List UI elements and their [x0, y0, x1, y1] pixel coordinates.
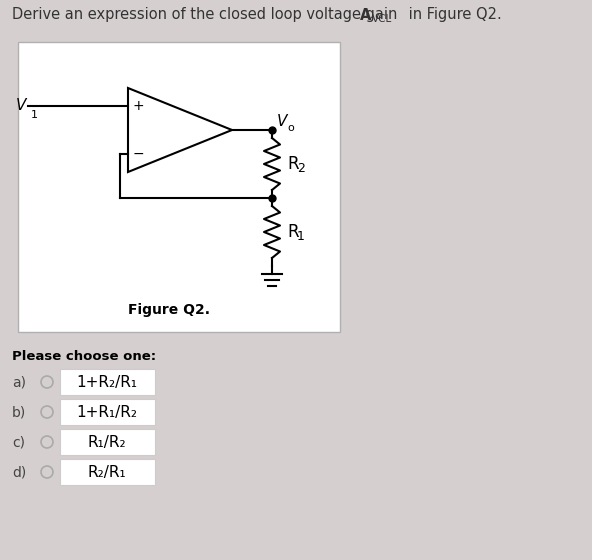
FancyBboxPatch shape	[60, 429, 155, 455]
Text: 1+R₁/R₂: 1+R₁/R₂	[76, 404, 137, 419]
Text: A: A	[360, 7, 371, 22]
Text: o: o	[287, 123, 294, 133]
Text: −: −	[132, 147, 144, 161]
Text: Derive an expression of the closed loop voltage gain: Derive an expression of the closed loop …	[12, 7, 402, 22]
Text: b): b)	[12, 405, 26, 419]
Text: d): d)	[12, 465, 26, 479]
FancyBboxPatch shape	[60, 459, 155, 485]
Text: Figure Q2.: Figure Q2.	[128, 303, 210, 317]
FancyBboxPatch shape	[18, 42, 340, 332]
Text: 1+R₂/R₁: 1+R₂/R₁	[76, 375, 137, 390]
Text: in Figure Q2.: in Figure Q2.	[404, 7, 502, 22]
Text: 1: 1	[31, 110, 38, 120]
Text: +: +	[132, 99, 144, 113]
Text: VCL: VCL	[372, 14, 392, 24]
Text: R₂/R₁: R₂/R₁	[88, 464, 126, 479]
FancyBboxPatch shape	[60, 369, 155, 395]
Text: a): a)	[12, 375, 26, 389]
Text: R₁/R₂: R₁/R₂	[88, 435, 126, 450]
Text: 1: 1	[297, 231, 305, 244]
Text: 2: 2	[297, 162, 305, 175]
Text: V: V	[15, 99, 26, 114]
FancyBboxPatch shape	[60, 399, 155, 425]
Text: R: R	[287, 223, 298, 241]
Text: c): c)	[12, 435, 25, 449]
Text: R: R	[287, 155, 298, 173]
Text: V: V	[277, 114, 287, 129]
Text: Please choose one:: Please choose one:	[12, 351, 156, 363]
